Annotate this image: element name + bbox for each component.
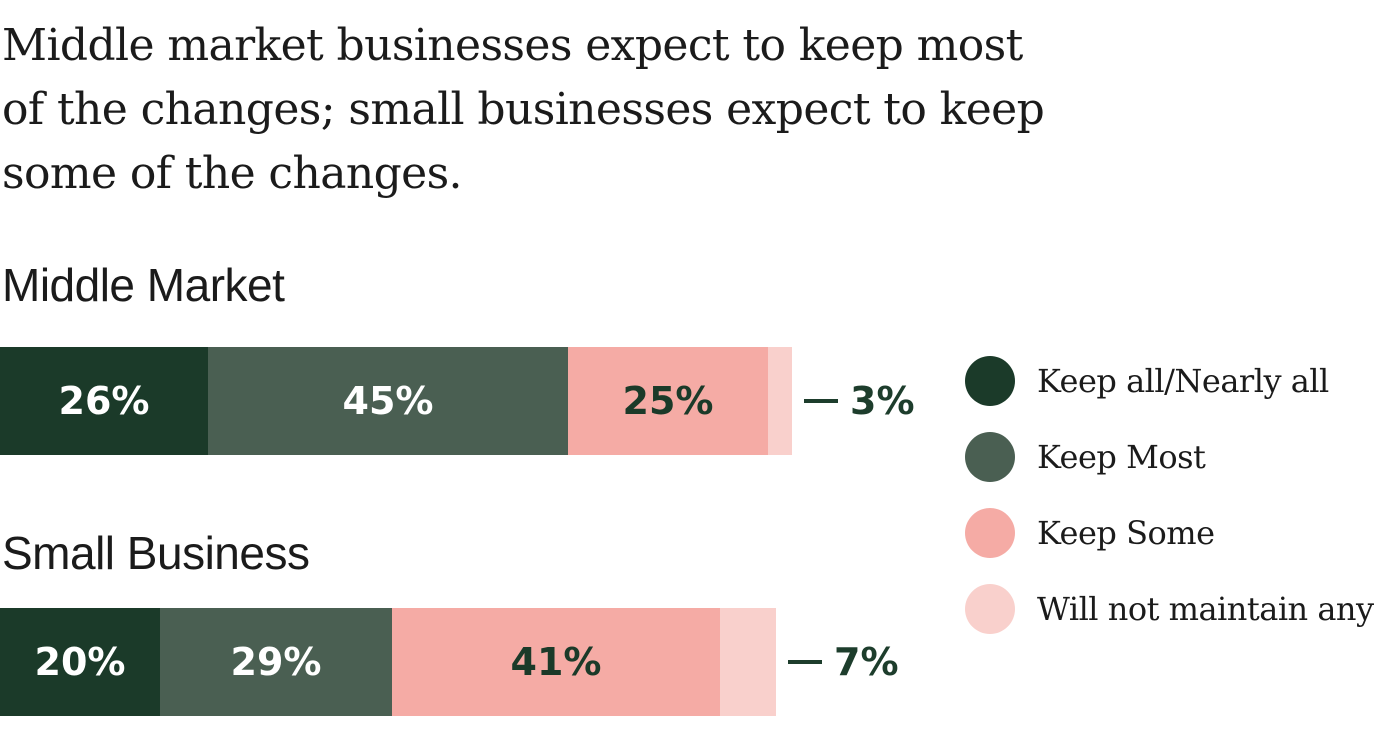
legend-item-keep-all: Keep all/Nearly all: [965, 343, 1374, 419]
legend-item-keep-most: Keep Most: [965, 419, 1374, 495]
legend: Keep all/Nearly all Keep Most Keep Some …: [965, 343, 1374, 647]
callout-leader-line: [804, 399, 838, 403]
bar-segment-small-business-keep-all: 20%: [0, 608, 160, 716]
legend-swatch-will-not: [965, 584, 1015, 634]
bar-row-small-business: 20% 29% 41%: [0, 608, 776, 716]
group-title-small-business: Small Business: [2, 527, 310, 579]
bar-segment-small-business-keep-most: 29%: [160, 608, 392, 716]
callout-middle-market-will-not: 3%: [804, 347, 915, 455]
data-label: 26%: [58, 379, 150, 423]
data-label: 20%: [34, 640, 126, 684]
legend-label-keep-all: Keep all/Nearly all: [1037, 362, 1329, 400]
legend-label-will-not: Will not maintain any: [1037, 590, 1374, 628]
data-label: 3%: [850, 379, 915, 423]
data-label: 45%: [342, 379, 434, 423]
bar-row-middle-market: 26% 45% 25%: [0, 347, 792, 455]
legend-item-will-not: Will not maintain any: [965, 571, 1374, 647]
bar-segment-middle-market-will-not: [768, 347, 792, 455]
legend-label-keep-some: Keep Some: [1037, 514, 1215, 552]
legend-item-keep-some: Keep Some: [965, 495, 1374, 571]
bar-segment-middle-market-keep-all: 26%: [0, 347, 208, 455]
data-label: 7%: [834, 640, 899, 684]
bar-segment-small-business-keep-some: 41%: [392, 608, 720, 716]
group-title-middle-market: Middle Market: [2, 259, 285, 311]
data-label: 29%: [230, 640, 322, 684]
legend-swatch-keep-some: [965, 508, 1015, 558]
callout-small-business-will-not: 7%: [788, 608, 899, 716]
bar-segment-middle-market-keep-some: 25%: [568, 347, 768, 455]
callout-leader-line: [788, 660, 822, 664]
data-label: 41%: [510, 640, 602, 684]
legend-label-keep-most: Keep Most: [1037, 438, 1206, 476]
legend-swatch-keep-most: [965, 432, 1015, 482]
bar-segment-small-business-will-not: [720, 608, 776, 716]
bar-segment-middle-market-keep-most: 45%: [208, 347, 568, 455]
legend-swatch-keep-all: [965, 356, 1015, 406]
data-label: 25%: [622, 379, 714, 423]
chart-title: Middle market businesses expect to keep …: [2, 20, 1045, 199]
